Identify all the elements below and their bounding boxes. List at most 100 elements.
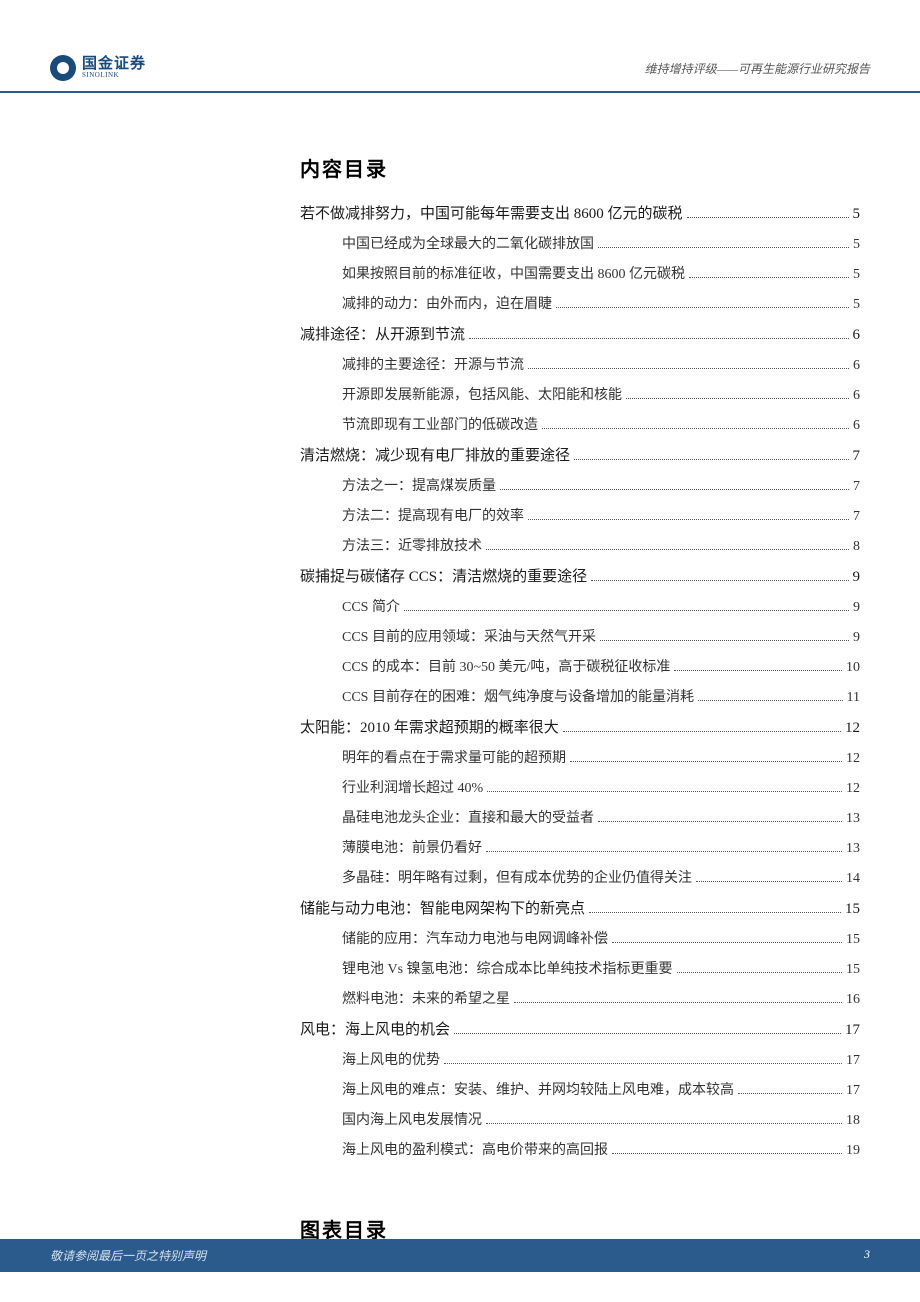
toc-entry-page: 10 xyxy=(846,660,860,676)
toc-entry-l2[interactable]: 海上风电的难点：安装、维护、并网均较陆上风电难，成本较高 17 xyxy=(300,1079,860,1099)
toc-entry-text: 海上风电的盈利模式：高电价带来的高回报 xyxy=(342,1139,608,1159)
page-footer: 敬请参阅最后一页之特别声明 3 xyxy=(0,1239,920,1272)
toc-entry-l2[interactable]: 锂电池 Vs 镍氢电池：综合成本比单纯技术指标更重要15 xyxy=(300,958,860,978)
toc-entry-page: 17 xyxy=(846,1053,860,1069)
toc-leader-dots xyxy=(589,912,841,913)
toc-leader-dots xyxy=(486,1123,842,1124)
toc-container: 若不做减排努力，中国可能每年需要支出 8600 亿元的碳税5中国已经成为全球最大… xyxy=(300,202,860,1159)
toc-entry-l2[interactable]: 国内海上风电发展情况18 xyxy=(300,1109,860,1129)
toc-entry-text: 行业利润增长超过 40% xyxy=(342,777,483,797)
toc-entry-l1[interactable]: 储能与动力电池：智能电网架构下的新亮点15 xyxy=(300,897,860,918)
toc-entry-l2[interactable]: CCS 的成本：目前 30~50 美元/吨，高于碳税征收标准 10 xyxy=(300,656,860,676)
toc-leader-dots xyxy=(444,1063,842,1064)
toc-entry-l2[interactable]: 中国已经成为全球最大的二氧化碳排放国 5 xyxy=(300,233,860,253)
toc-entry-l1[interactable]: 风电：海上风电的机会17 xyxy=(300,1018,860,1039)
toc-entry-l2[interactable]: 储能的应用：汽车动力电池与电网调峰补偿15 xyxy=(300,928,860,948)
toc-entry-l2[interactable]: 开源即发展新能源，包括风能、太阳能和核能 6 xyxy=(300,384,860,404)
page-number: 3 xyxy=(864,1247,870,1264)
toc-entry-page: 6 xyxy=(853,358,860,374)
toc-entry-page: 9 xyxy=(853,569,861,586)
toc-leader-dots xyxy=(528,519,849,520)
toc-entry-l2[interactable]: 如果按照目前的标准征收，中国需要支出 8600 亿元碳税5 xyxy=(300,263,860,283)
toc-entry-l2[interactable]: CCS 目前存在的困难：烟气纯净度与设备增加的能量消耗 11 xyxy=(300,686,860,706)
toc-entry-l1[interactable]: 若不做减排努力，中国可能每年需要支出 8600 亿元的碳税5 xyxy=(300,202,860,223)
toc-entry-page: 13 xyxy=(846,841,860,857)
toc-entry-page: 8 xyxy=(853,539,860,555)
toc-entry-page: 12 xyxy=(846,751,860,767)
toc-leader-dots xyxy=(486,549,849,550)
toc-entry-l2[interactable]: 行业利润增长超过 40% 12 xyxy=(300,777,860,797)
toc-entry-text: 减排的动力：由外而内，迫在眉睫 xyxy=(342,293,552,313)
toc-entry-text: CCS 目前存在的困难：烟气纯净度与设备增加的能量消耗 xyxy=(342,686,694,706)
toc-entry-text: 节流即现有工业部门的低碳改造 xyxy=(342,414,538,434)
toc-leader-dots xyxy=(514,1002,842,1003)
toc-entry-l2[interactable]: 减排的动力：由外而内，迫在眉睫5 xyxy=(300,293,860,313)
toc-entry-l1[interactable]: 太阳能：2010 年需求超预期的概率很大12 xyxy=(300,716,860,737)
toc-entry-text: 海上风电的优势 xyxy=(342,1049,440,1069)
toc-entry-l2[interactable]: CCS 目前的应用领域：采油与天然气开采9 xyxy=(300,626,860,646)
logo-text-wrap: 国金证券 SINOLINK xyxy=(82,57,146,79)
toc-entry-text: 明年的看点在于需求量可能的超预期 xyxy=(342,747,566,767)
toc-leader-dots xyxy=(598,821,842,822)
toc-leader-dots xyxy=(689,277,849,278)
toc-entry-text: 海上风电的难点：安装、维护、并网均较陆上风电难，成本较高 xyxy=(342,1079,734,1099)
toc-entry-text: 薄膜电池：前景仍看好 xyxy=(342,837,482,857)
toc-entry-text: 开源即发展新能源，包括风能、太阳能和核能 xyxy=(342,384,622,404)
toc-entry-text: CCS 的成本：目前 30~50 美元/吨，高于碳税征收标准 xyxy=(342,656,670,676)
toc-leader-dots xyxy=(500,489,849,490)
toc-entry-l2[interactable]: 海上风电的优势 17 xyxy=(300,1049,860,1069)
toc-entry-l2[interactable]: 燃料电池：未来的希望之星16 xyxy=(300,988,860,1008)
toc-entry-text: 若不做减排努力，中国可能每年需要支出 8600 亿元的碳税 xyxy=(300,202,683,223)
toc-entry-text: 方法之一：提高煤炭质量 xyxy=(342,475,496,495)
toc-entry-l1[interactable]: 减排途径：从开源到节流6 xyxy=(300,323,860,344)
toc-leader-dots xyxy=(556,307,849,308)
toc-entry-l2[interactable]: 明年的看点在于需求量可能的超预期 12 xyxy=(300,747,860,767)
toc-title: 内容目录 xyxy=(300,153,860,182)
toc-entry-l2[interactable]: 节流即现有工业部门的低碳改造6 xyxy=(300,414,860,434)
toc-leader-dots xyxy=(738,1093,842,1094)
toc-entry-l2[interactable]: 薄膜电池：前景仍看好 13 xyxy=(300,837,860,857)
toc-entry-page: 5 xyxy=(853,267,860,283)
toc-entry-text: CCS 简介 xyxy=(342,596,400,616)
toc-entry-page: 7 xyxy=(853,509,860,525)
toc-entry-l2[interactable]: 晶硅电池龙头企业：直接和最大的受益者13 xyxy=(300,807,860,827)
toc-leader-dots xyxy=(687,217,849,218)
toc-entry-l2[interactable]: 减排的主要途径：开源与节流 6 xyxy=(300,354,860,374)
toc-entry-page: 12 xyxy=(846,781,860,797)
logo: 国金证券 SINOLINK xyxy=(50,55,146,81)
toc-entry-page: 11 xyxy=(847,690,860,706)
toc-entry-l2[interactable]: 方法二：提高现有电厂的效率7 xyxy=(300,505,860,525)
toc-entry-text: 方法三：近零排放技术 xyxy=(342,535,482,555)
toc-leader-dots xyxy=(677,972,842,973)
toc-leader-dots xyxy=(696,881,842,882)
toc-entry-text: 晶硅电池龙头企业：直接和最大的受益者 xyxy=(342,807,594,827)
toc-entry-l2[interactable]: 方法三：近零排放技术 8 xyxy=(300,535,860,555)
toc-entry-text: 锂电池 Vs 镍氢电池：综合成本比单纯技术指标更重要 xyxy=(342,958,673,978)
toc-entry-page: 6 xyxy=(853,388,860,404)
toc-entry-text: 国内海上风电发展情况 xyxy=(342,1109,482,1129)
toc-entry-l2[interactable]: 多晶硅：明年略有过剩，但有成本优势的企业仍值得关注14 xyxy=(300,867,860,887)
toc-entry-l2[interactable]: 方法之一：提高煤炭质量7 xyxy=(300,475,860,495)
toc-entry-page: 9 xyxy=(853,630,860,646)
toc-entry-page: 17 xyxy=(846,1083,860,1099)
toc-leader-dots xyxy=(542,428,849,429)
toc-entry-l1[interactable]: 碳捕捉与碳储存 CCS：清洁燃烧的重要途径9 xyxy=(300,565,860,586)
content-area: 内容目录 若不做减排努力，中国可能每年需要支出 8600 亿元的碳税5中国已经成… xyxy=(0,93,920,1243)
toc-entry-page: 17 xyxy=(845,1022,860,1039)
toc-leader-dots xyxy=(674,670,842,671)
toc-entry-text: 中国已经成为全球最大的二氧化碳排放国 xyxy=(342,233,594,253)
toc-entry-text: 减排的主要途径：开源与节流 xyxy=(342,354,524,374)
toc-entry-l2[interactable]: 海上风电的盈利模式：高电价带来的高回报19 xyxy=(300,1139,860,1159)
logo-text: 国金证券 xyxy=(82,57,146,72)
toc-entry-page: 15 xyxy=(845,901,860,918)
toc-entry-text: 储能的应用：汽车动力电池与电网调峰补偿 xyxy=(342,928,608,948)
toc-entry-page: 16 xyxy=(846,992,860,1008)
toc-leader-dots xyxy=(612,1153,842,1154)
toc-entry-l2[interactable]: CCS 简介9 xyxy=(300,596,860,616)
toc-entry-l1[interactable]: 清洁燃烧：减少现有电厂排放的重要途径7 xyxy=(300,444,860,465)
toc-entry-page: 5 xyxy=(853,237,860,253)
page-header: 国金证券 SINOLINK 维持增持评级——可再生能源行业研究报告 xyxy=(0,0,920,93)
toc-leader-dots xyxy=(528,368,849,369)
toc-leader-dots xyxy=(612,942,842,943)
toc-leader-dots xyxy=(454,1033,841,1034)
